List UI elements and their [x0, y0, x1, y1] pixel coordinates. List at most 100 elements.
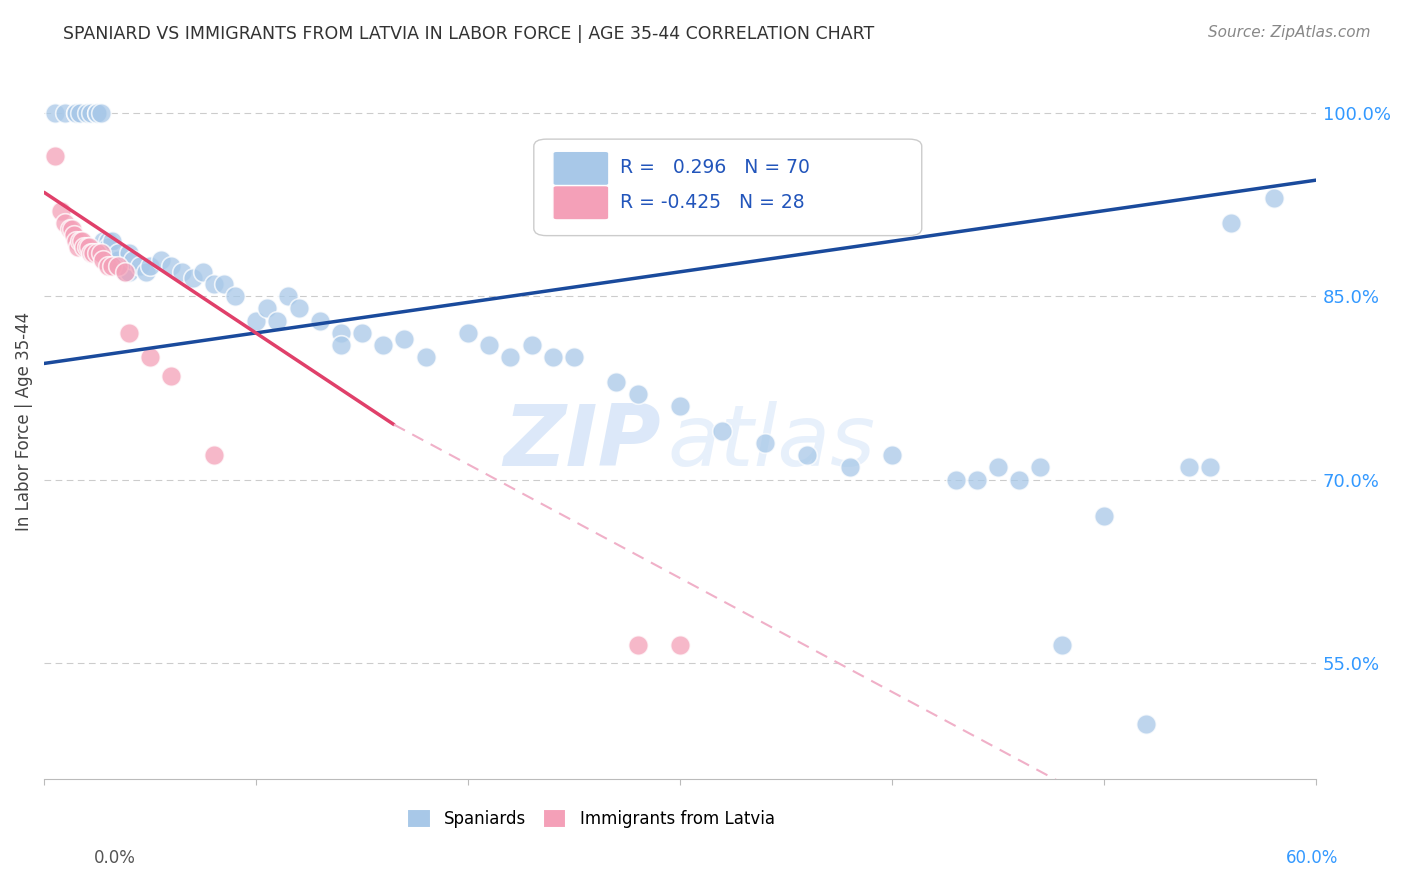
Point: [1029, 460, 1052, 475]
Point: [754, 435, 776, 450]
Point: [69, 234, 91, 248]
Point: [114, 265, 136, 279]
Y-axis label: In Labor Force | Age 35-44: In Labor Force | Age 35-44: [15, 312, 32, 531]
Point: [838, 460, 860, 475]
Point: [97, 234, 120, 248]
Point: [107, 246, 129, 260]
Point: [53, 216, 76, 230]
Point: [277, 289, 299, 303]
FancyBboxPatch shape: [553, 152, 609, 186]
Point: [93, 252, 115, 267]
Point: [101, 234, 124, 248]
Point: [627, 387, 650, 401]
Point: [796, 448, 818, 462]
Point: [669, 399, 692, 413]
FancyBboxPatch shape: [534, 139, 922, 235]
Point: [82, 246, 104, 260]
Text: 0.0%: 0.0%: [94, 849, 136, 867]
Point: [97, 240, 120, 254]
Point: [373, 338, 395, 352]
Point: [669, 638, 692, 652]
Point: [520, 338, 543, 352]
Point: [114, 265, 136, 279]
Point: [160, 368, 183, 383]
Point: [135, 265, 157, 279]
Point: [352, 326, 374, 340]
Point: [711, 424, 734, 438]
Point: [880, 448, 903, 462]
Point: [107, 252, 129, 267]
Point: [65, 106, 87, 120]
Point: [329, 338, 352, 352]
Point: [58, 222, 80, 236]
Point: [86, 106, 108, 120]
Point: [478, 338, 501, 352]
Text: ZIP: ZIP: [503, 401, 661, 484]
Text: R =   0.296   N = 70: R = 0.296 N = 70: [620, 158, 810, 178]
Point: [245, 314, 267, 328]
Point: [44, 106, 66, 120]
Point: [1220, 216, 1243, 230]
Point: [562, 351, 585, 365]
Point: [499, 351, 522, 365]
Point: [202, 277, 225, 291]
Point: [1008, 473, 1031, 487]
Point: [62, 228, 84, 243]
Point: [308, 314, 330, 328]
Point: [93, 234, 115, 248]
Point: [541, 351, 564, 365]
Point: [139, 351, 162, 365]
Point: [1199, 460, 1222, 475]
Point: [1178, 460, 1201, 475]
Point: [86, 106, 108, 120]
Text: 60.0%: 60.0%: [1286, 849, 1339, 867]
Point: [945, 473, 967, 487]
Point: [49, 203, 72, 218]
Point: [1135, 717, 1157, 731]
Point: [214, 277, 236, 291]
Legend: Spaniards, Immigrants from Latvia: Spaniards, Immigrants from Latvia: [401, 802, 782, 835]
Point: [181, 271, 204, 285]
Point: [122, 252, 145, 267]
Text: Source: ZipAtlas.com: Source: ZipAtlas.com: [1208, 25, 1371, 40]
Point: [256, 301, 278, 316]
Point: [118, 265, 141, 279]
Point: [76, 106, 98, 120]
Point: [266, 314, 288, 328]
Point: [605, 375, 627, 389]
Point: [128, 259, 150, 273]
Point: [53, 106, 76, 120]
Point: [80, 246, 103, 260]
Point: [287, 301, 309, 316]
Text: SPANIARD VS IMMIGRANTS FROM LATVIA IN LABOR FORCE | AGE 35-44 CORRELATION CHART: SPANIARD VS IMMIGRANTS FROM LATVIA IN LA…: [63, 25, 875, 43]
Point: [69, 106, 91, 120]
Point: [224, 289, 246, 303]
Point: [90, 246, 112, 260]
Point: [90, 106, 112, 120]
Point: [170, 265, 193, 279]
Point: [987, 460, 1010, 475]
Point: [107, 259, 129, 273]
Point: [149, 252, 172, 267]
Point: [97, 259, 120, 273]
Point: [118, 246, 141, 260]
FancyBboxPatch shape: [553, 186, 609, 220]
Point: [118, 326, 141, 340]
Point: [103, 252, 125, 267]
Point: [77, 240, 100, 254]
Point: [80, 106, 103, 120]
Point: [76, 240, 98, 254]
Text: R = -0.425   N = 28: R = -0.425 N = 28: [620, 193, 804, 211]
Point: [329, 326, 352, 340]
Point: [394, 332, 416, 346]
Point: [60, 222, 83, 236]
Point: [966, 473, 988, 487]
Point: [72, 234, 94, 248]
Point: [65, 234, 87, 248]
Point: [73, 240, 96, 254]
Point: [1092, 509, 1115, 524]
Point: [160, 259, 183, 273]
Point: [415, 351, 437, 365]
Point: [1263, 192, 1285, 206]
Point: [627, 638, 650, 652]
